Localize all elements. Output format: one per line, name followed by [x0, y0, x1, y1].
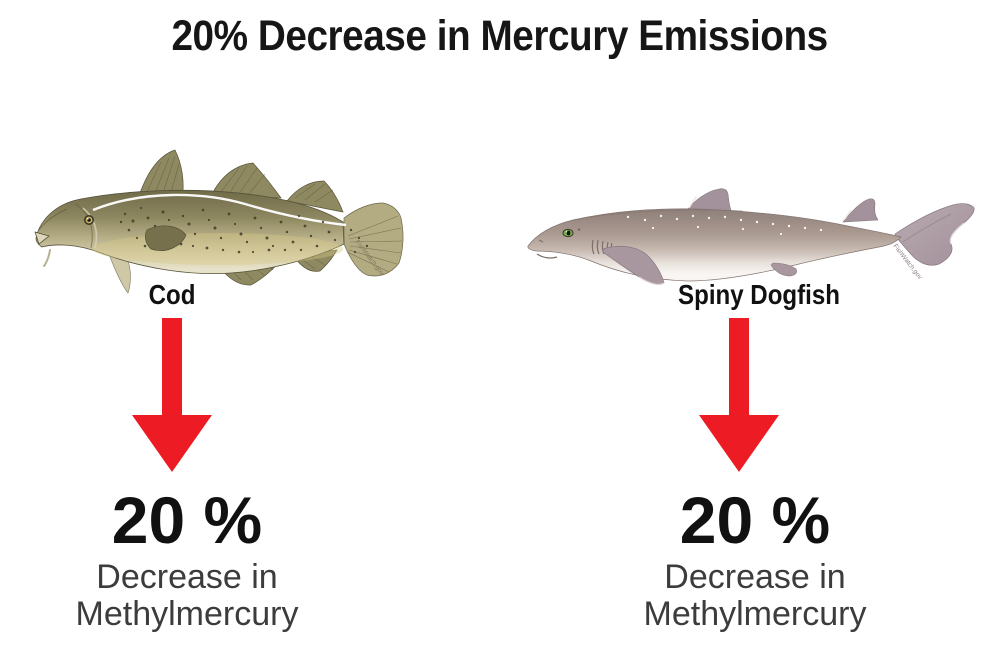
dogfish-pectoral-edge — [638, 276, 665, 285]
spiny-dogfish-illustration: FishWatch.gov — [527, 188, 975, 285]
down-arrow-icon — [699, 318, 779, 472]
dogfish-stat-value: 20 % — [679, 483, 831, 557]
cod-caption-line1: Decrease in — [96, 558, 278, 596]
down-arrow-shape — [699, 318, 779, 472]
dogfish-stat-caption: Decrease in Methylmercury — [595, 559, 915, 633]
cod-eye — [84, 215, 94, 225]
down-arrow-shape — [132, 318, 212, 472]
cod-stat-block: 20 % Decrease in Methylmercury — [27, 483, 347, 633]
cod-head-details — [34, 203, 98, 267]
cod-illustration: FishWatch.gov — [34, 149, 404, 294]
cod-pectoral-fin — [145, 225, 187, 251]
cod-stat-caption: Decrease in Methylmercury — [27, 559, 347, 633]
cod-yellow-tint — [93, 233, 343, 265]
cod-lateral-line — [92, 193, 347, 227]
cod-caption-line2: Methylmercury — [75, 595, 299, 633]
dogfish-fins — [685, 188, 975, 266]
dogfish-stat-block: 20 % Decrease in Methylmercury — [595, 483, 915, 633]
dogfish-eye — [562, 228, 581, 238]
down-arrow-icon — [132, 318, 212, 472]
dogfish-spots — [626, 214, 823, 236]
dogfish-caption-line2: Methylmercury — [643, 595, 867, 633]
page-title-text: 20% Decrease in Mercury Emissions — [171, 12, 829, 60]
page-title: 20% Decrease in Mercury Emissions — [0, 12, 1000, 61]
dogfish-back-shading — [572, 209, 744, 221]
cod-speckles — [119, 206, 369, 254]
dogfish-pelvic-fin — [770, 262, 797, 277]
dogfish-caption-line1: Decrease in — [664, 558, 846, 596]
cod-stat-value: 20 % — [111, 483, 263, 557]
fish-label-cod: Cod — [148, 279, 196, 310]
fish-label-spiny-dogfish: Spiny Dogfish — [678, 279, 840, 310]
